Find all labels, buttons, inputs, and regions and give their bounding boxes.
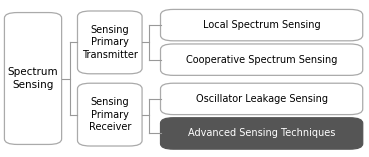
FancyBboxPatch shape (77, 83, 142, 146)
FancyBboxPatch shape (161, 9, 363, 41)
Text: Spectrum
Sensing: Spectrum Sensing (8, 67, 58, 90)
FancyBboxPatch shape (161, 118, 363, 149)
FancyBboxPatch shape (4, 13, 62, 144)
Text: Oscillator Leakage Sensing: Oscillator Leakage Sensing (196, 94, 328, 104)
Text: Sensing
Primary
Transmitter: Sensing Primary Transmitter (82, 25, 138, 60)
FancyBboxPatch shape (161, 44, 363, 75)
Text: Cooperative Spectrum Sensing: Cooperative Spectrum Sensing (186, 55, 337, 65)
Text: Local Spectrum Sensing: Local Spectrum Sensing (203, 20, 320, 30)
FancyBboxPatch shape (77, 11, 142, 74)
Text: Advanced Sensing Techniques: Advanced Sensing Techniques (188, 128, 335, 138)
FancyBboxPatch shape (161, 83, 363, 115)
Text: Sensing
Primary
Receiver: Sensing Primary Receiver (89, 97, 131, 132)
